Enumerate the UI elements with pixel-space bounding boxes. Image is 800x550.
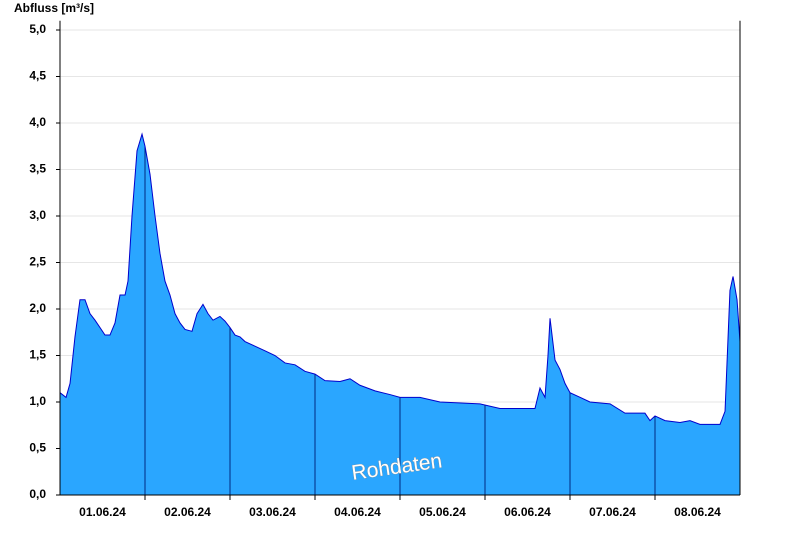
y-tick-label: 2,0 bbox=[29, 301, 46, 315]
x-tick-label: 07.06.24 bbox=[589, 505, 636, 519]
y-axis-label: Abfluss [m³/s] bbox=[14, 1, 94, 15]
x-tick-label: 01.06.24 bbox=[79, 505, 126, 519]
y-tick-label: 0,0 bbox=[29, 487, 46, 501]
y-tick-label: 1,5 bbox=[29, 348, 46, 362]
x-tick-label: 06.06.24 bbox=[504, 505, 551, 519]
plot bbox=[59, 132, 741, 495]
y-tick-label: 1,0 bbox=[29, 394, 46, 408]
y-tick-label: 3,0 bbox=[29, 208, 46, 222]
y-tick-label: 3,5 bbox=[29, 162, 46, 176]
y-tick-label: 4,0 bbox=[29, 115, 46, 129]
x-tick-label: 03.06.24 bbox=[249, 505, 296, 519]
area-line bbox=[59, 132, 741, 425]
x-tick-label: 04.06.24 bbox=[334, 505, 381, 519]
x-tick-label: 08.06.24 bbox=[674, 505, 721, 519]
y-tick-label: 5,0 bbox=[29, 22, 46, 36]
y-tick-label: 0,5 bbox=[29, 441, 46, 455]
x-tick-label: 05.06.24 bbox=[419, 505, 466, 519]
y-tick-label: 4,5 bbox=[29, 69, 46, 83]
x-tick-label: 02.06.24 bbox=[164, 505, 211, 519]
y-tick-label: 2,5 bbox=[29, 255, 46, 269]
